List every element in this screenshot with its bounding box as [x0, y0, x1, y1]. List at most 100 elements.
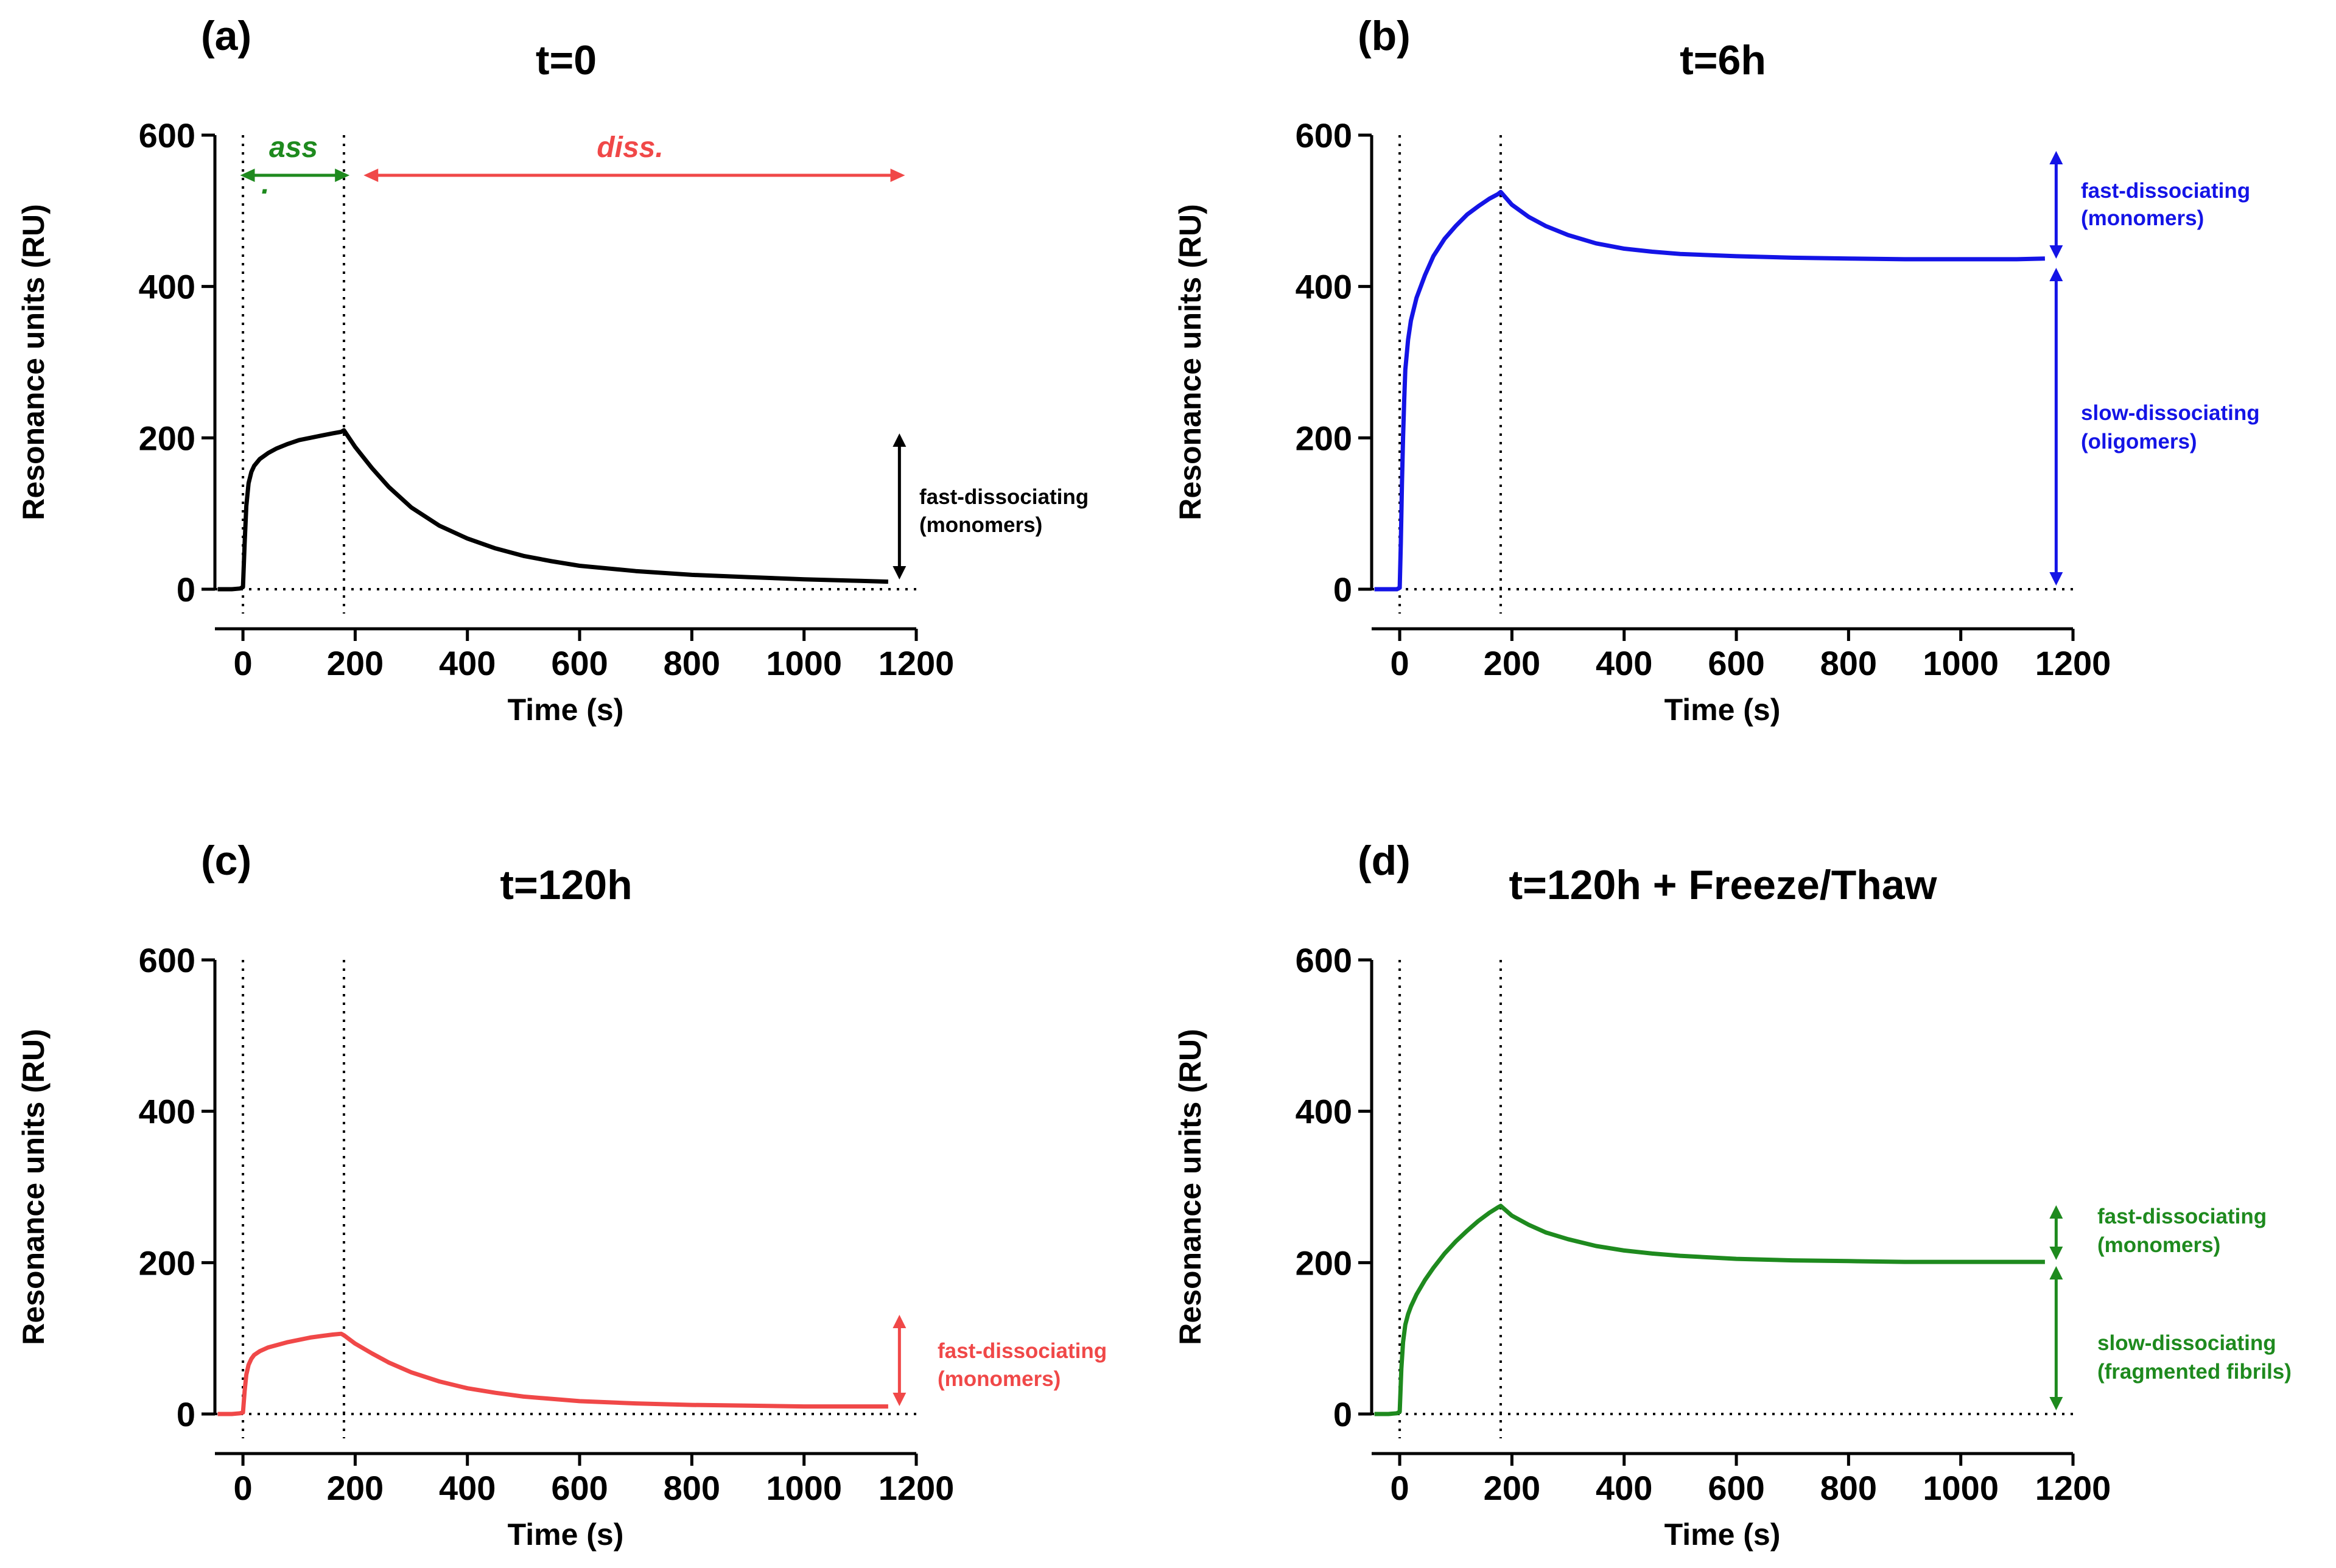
panel-d-x-tick-label: 1200	[2035, 1469, 2111, 1507]
panel-c-x-tick-label: 1000	[766, 1469, 842, 1507]
panel-c-x-tick-label: 600	[551, 1469, 608, 1507]
fast-arrow-head-top	[893, 1315, 907, 1328]
panel-c-x-tick-label: 1200	[879, 1469, 955, 1507]
fast-dissociating-label: fast-dissociating	[2097, 1205, 2267, 1228]
ass-arrow-head-right	[335, 169, 350, 182]
panel-b-title: t=6h	[1680, 37, 1766, 83]
panel-b-x-axis-title: Time (s)	[1664, 693, 1781, 727]
panel-d-x-tick-label: 0	[1391, 1469, 1409, 1507]
panel-c-x-axis-title: Time (s)	[508, 1517, 624, 1552]
panel-c-y-tick-label: 600	[139, 941, 195, 979]
ass-dot: .	[261, 168, 269, 200]
panel-d-x-tick-label: 400	[1596, 1469, 1652, 1507]
panel-b-y-tick-label: 400	[1296, 268, 1352, 306]
panel-c: (c) t=120h 0 200 400 600 Resonance units (RU) 0…	[16, 838, 1107, 1552]
diss-arrow-head-right	[890, 169, 905, 182]
fast-arrow-head-top	[2049, 1205, 2063, 1219]
panel-b-x-tick-label: 400	[1596, 644, 1652, 682]
panel-b-x-tick-label: 600	[1708, 644, 1764, 682]
panel-a-series-line	[217, 428, 888, 592]
panel-a-title: t=0	[536, 37, 597, 83]
slow-dissociating-label: slow-dissociating	[2097, 1331, 2276, 1355]
fast-arrow-head-bottom	[2049, 1247, 2063, 1260]
panel-b-label: (b)	[1358, 13, 1411, 59]
panel-c-x-tick-label: 800	[664, 1469, 720, 1507]
panel-b-y-axis-title: Resonance units (RU)	[1173, 204, 1207, 520]
panel-a-y-tick-label: 400	[139, 268, 195, 306]
slow-arrow-head-top	[2049, 268, 2063, 281]
fast-dissociating-sublabel: (monomers)	[2081, 206, 2204, 230]
fast-arrow-head-top	[893, 433, 907, 447]
panel-c-label: (c)	[201, 838, 251, 884]
panel-a-x-tick-label: 0	[234, 644, 253, 682]
panel-d-y-tick-label: 400	[1296, 1093, 1352, 1131]
panel-d-series-line	[1374, 1203, 2045, 1416]
panel-d-y-axis-title: Resonance units (RU)	[1173, 1029, 1207, 1345]
panel-a-x-tick-label: 400	[439, 644, 496, 682]
panel-d-x-tick-label: 200	[1484, 1469, 1540, 1507]
panel-c-y-tick-label: 200	[139, 1244, 195, 1282]
fast-arrow-head-top	[2049, 151, 2063, 164]
panel-d: (d) t=120h + Freeze/Thaw 0 200 400 600 Resonan…	[1173, 838, 2292, 1552]
panel-b-series-line	[1374, 189, 2045, 592]
panel-c-x-tick-label: 200	[327, 1469, 384, 1507]
fast-dissociating-sublabel: (monomers)	[2097, 1233, 2220, 1257]
fast-dissociating-label: fast-dissociating	[919, 485, 1089, 509]
fast-arrow-head-bottom	[893, 566, 907, 579]
panel-d-x-axis-title: Time (s)	[1664, 1517, 1781, 1552]
panel-c-series-line	[217, 1331, 888, 1416]
panel-b-y-tick-label: 200	[1296, 419, 1352, 457]
fast-dissociating-label: fast-dissociating	[2081, 179, 2250, 203]
panel-d-x-tick-label: 800	[1820, 1469, 1877, 1507]
panel-d-title: t=120h + Freeze/Thaw	[1509, 862, 1938, 908]
panel-b-y-tick-label: 600	[1296, 116, 1352, 155]
panel-b-x-tick-label: 1200	[2035, 644, 2111, 682]
panel-c-x-tick-label: 0	[234, 1469, 253, 1507]
panel-b-x-tick-label: 800	[1820, 644, 1877, 682]
slow-arrow-head-top	[2049, 1266, 2063, 1279]
fast-dissociating-sublabel: (monomers)	[938, 1367, 1061, 1391]
panel-a-y-tick-label: 200	[139, 419, 195, 457]
slow-arrow-head-bottom	[2049, 572, 2063, 586]
fast-arrow-head-bottom	[893, 1393, 907, 1406]
diss-arrow-head-left	[363, 169, 379, 182]
panel-d-y-tick-label: 600	[1296, 941, 1352, 979]
panel-c-x-tick-label: 400	[439, 1469, 496, 1507]
slow-dissociating-sublabel: (fragmented fibrils)	[2097, 1360, 2292, 1384]
panel-b: (b) t=6h 0 200 400 600 Resonance units (RU) 0 20…	[1173, 13, 2260, 727]
panel-b-x-tick-label: 200	[1484, 644, 1540, 682]
panel-d-label: (d)	[1358, 838, 1411, 884]
panel-d-x-tick-label: 1000	[1923, 1469, 1999, 1507]
panel-a-y-axis-title: Resonance units (RU)	[16, 204, 51, 520]
panel-c-y-axis-title: Resonance units (RU)	[16, 1029, 51, 1345]
ass-arrow-head-left	[240, 169, 255, 182]
panel-a-x-axis-title: Time (s)	[508, 693, 624, 727]
slow-dissociating-label: slow-dissociating	[2081, 401, 2260, 425]
panel-a-x-tick-label: 1200	[879, 644, 955, 682]
panel-b-y-tick-label: 0	[1333, 570, 1352, 609]
fast-dissociating-sublabel: (monomers)	[919, 513, 1042, 537]
panel-d-x-tick-label: 600	[1708, 1469, 1764, 1507]
ass-label: ass	[269, 131, 318, 164]
panel-a-x-tick-label: 800	[664, 644, 720, 682]
panel-a-label: (a)	[201, 13, 251, 59]
panel-a-x-tick-label: 1000	[766, 644, 842, 682]
panel-a: (a) t=0 0 200 400 600 Resonance units (RU) 0 200…	[16, 13, 1089, 727]
panel-a-x-tick-label: 600	[551, 644, 608, 682]
fast-arrow-head-bottom	[2049, 245, 2063, 259]
panel-b-x-tick-label: 1000	[1923, 644, 1999, 682]
panel-c-y-tick-label: 400	[139, 1093, 195, 1131]
panel-b-x-tick-label: 0	[1391, 644, 1409, 682]
panel-d-y-tick-label: 0	[1333, 1395, 1352, 1433]
panel-c-title: t=120h	[500, 862, 632, 908]
fast-dissociating-label: fast-dissociating	[938, 1339, 1107, 1363]
panel-a-y-tick-label: 0	[177, 570, 195, 609]
panel-a-y-tick-label: 600	[139, 116, 195, 155]
slow-arrow-head-bottom	[2049, 1397, 2063, 1410]
panel-c-y-tick-label: 0	[177, 1395, 195, 1433]
panel-a-x-tick-label: 200	[327, 644, 384, 682]
slow-dissociating-sublabel: (oligomers)	[2081, 430, 2197, 453]
panel-d-y-tick-label: 200	[1296, 1244, 1352, 1282]
diss-label: diss.	[597, 131, 663, 164]
